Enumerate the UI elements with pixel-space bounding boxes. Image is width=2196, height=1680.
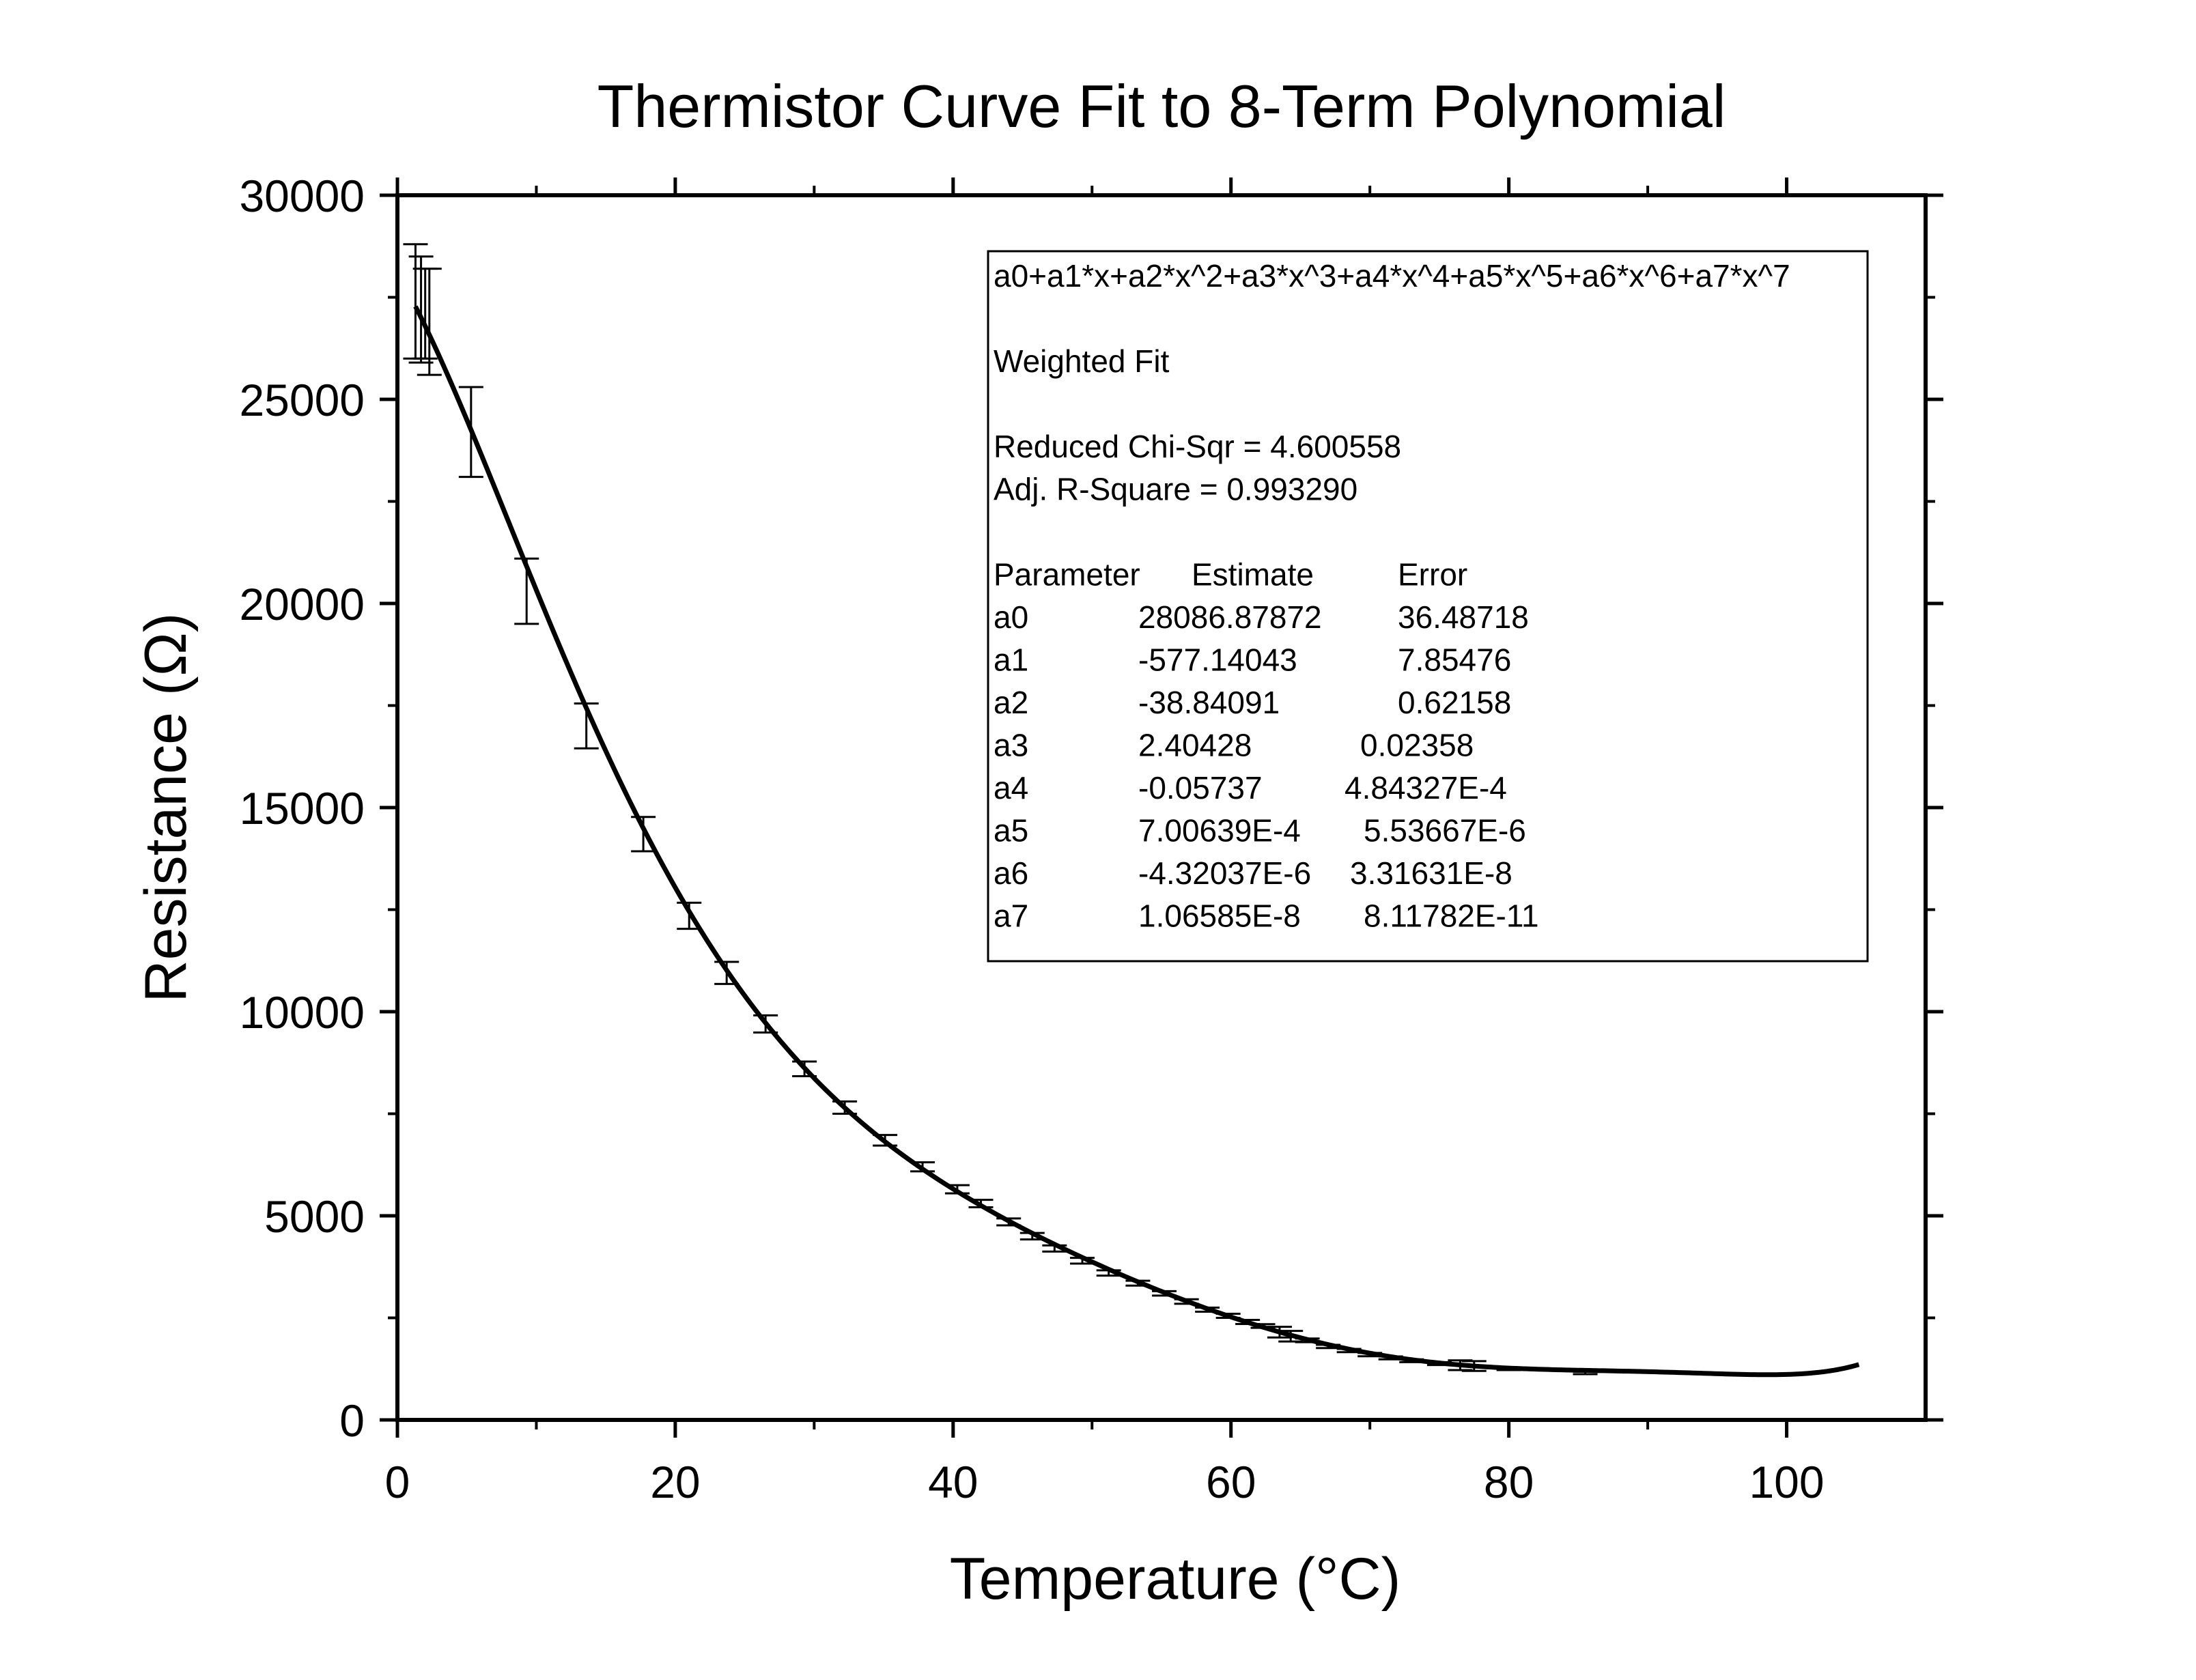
info-line: Adj. R-Square = 0.993290: [994, 472, 1357, 507]
x-tick-label: 80: [1484, 1457, 1534, 1507]
x-tick-label: 0: [385, 1457, 410, 1507]
info-table-cell: a1: [994, 642, 1028, 678]
info-table-cell: a7: [994, 898, 1028, 934]
info-table-cell: -577.14043: [1138, 642, 1297, 678]
data-point: [403, 243, 428, 360]
info-box-border: [987, 250, 1869, 963]
minor-ticks: [388, 186, 1935, 1429]
y-tick-label: 30000: [239, 171, 365, 221]
y-tick-label: 15000: [239, 783, 365, 834]
x-tick-label: 60: [1206, 1457, 1256, 1507]
fit-info-box: a0+a1*x+a2*x^2+a3*x^3+a4*x^4+a5*x^5+a6*x…: [987, 250, 1869, 963]
y-tick-label: 20000: [239, 579, 365, 629]
info-table-cell: 7.00639E-4: [1138, 813, 1301, 849]
y-tick-label: 10000: [239, 987, 365, 1038]
info-table-cell: a0: [994, 599, 1028, 635]
y-tick-label: 5000: [264, 1191, 365, 1242]
y-axis: 0 5000 10000 15000 20000 25000 30000: [239, 171, 1943, 1446]
info-table-header: Parameter: [994, 557, 1140, 593]
info-table-cell: 28086.87872: [1138, 599, 1322, 635]
info-table-cell: 0.02358: [1360, 728, 1474, 763]
fit-curve: [413, 305, 1860, 1378]
x-tick-label: 40: [928, 1457, 978, 1507]
chart-title: Thermistor Curve Fit to 8-Term Polynomia…: [597, 72, 1726, 140]
info-table-cell: 36.48718: [1398, 599, 1529, 635]
info-table-cell: a6: [994, 855, 1028, 891]
info-line: Weighted Fit: [994, 343, 1170, 379]
info-table-cell: a5: [994, 813, 1028, 849]
info-table-cell: 2.40428: [1138, 728, 1252, 763]
info-table-cell: 4.84327E-4: [1345, 770, 1507, 806]
data-point: [417, 268, 442, 376]
y-tick-label: 25000: [239, 375, 365, 425]
info-table-header: Error: [1398, 557, 1467, 593]
x-axis-title: Temperature (°C): [950, 1546, 1400, 1612]
info-line: Reduced Chi-Sqr = 4.600558: [994, 429, 1401, 464]
info-table-cell: 3.31631E-8: [1350, 855, 1512, 891]
info-table-cell: a4: [994, 770, 1028, 806]
info-table-cell: -4.32037E-6: [1138, 855, 1311, 891]
y-tick-label: 0: [339, 1395, 365, 1446]
x-tick-label: 20: [650, 1457, 700, 1507]
info-line: a0+a1*x+a2*x^2+a3*x^3+a4*x^4+a5*x^5+a6*x…: [994, 258, 1790, 294]
y-axis-title: Resistance (Ω): [133, 613, 199, 1003]
info-table-cell: -38.84091: [1138, 685, 1280, 720]
info-table-header: Estimate: [1192, 557, 1314, 593]
info-table-cell: 1.06585E-8: [1138, 898, 1301, 934]
info-table-cell: 8.11782E-11: [1364, 898, 1539, 934]
x-tick-label: 100: [1749, 1457, 1824, 1507]
info-table-cell: 5.53667E-6: [1364, 813, 1526, 849]
info-table-cell: a3: [994, 728, 1028, 763]
info-table-cell: a2: [994, 685, 1028, 720]
info-table-cell: -0.05737: [1138, 770, 1263, 806]
x-axis: 0 20 40 60 80 100: [385, 177, 1825, 1507]
info-table-cell: 0.62158: [1398, 685, 1511, 720]
info-table-cell: 7.85476: [1398, 642, 1511, 678]
